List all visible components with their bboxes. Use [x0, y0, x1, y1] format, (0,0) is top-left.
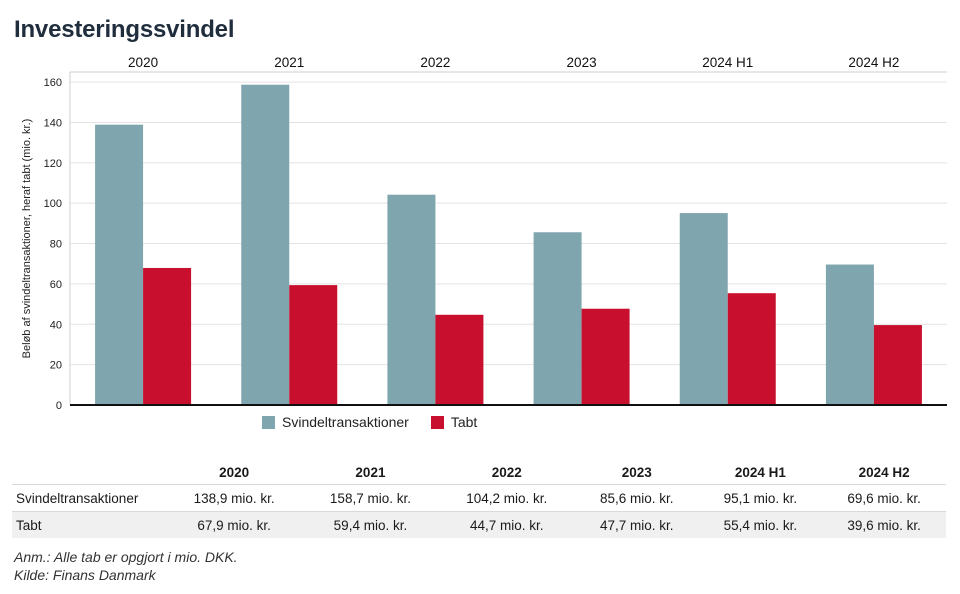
- bar-svindeltransaktioner-2022: [387, 194, 436, 405]
- y-tick-label: 80: [50, 239, 62, 251]
- legend-item-svindeltransaktioner: Svindeltransaktioner: [262, 414, 409, 430]
- note-kilde: Kilde: Finans Danmark: [14, 567, 156, 583]
- table-header-cell: 2021: [355, 464, 386, 480]
- y-tick-label: 100: [44, 198, 62, 210]
- table-cell: 39,6 mio. kr.: [822, 511, 946, 538]
- notes: Anm.: Alle tab er opgjort i mio. DKK. Ki…: [14, 548, 238, 584]
- note-anm: Anm.: Alle tab er opgjort i mio. DKK.: [14, 549, 238, 565]
- bar-svindeltransaktioner-2024-h1: [679, 213, 728, 405]
- table-header-cell: 2024 H1: [734, 464, 786, 480]
- category-label: 2021: [274, 55, 304, 70]
- category-label: 2023: [567, 55, 597, 70]
- table-cell: 138,9 mio. kr.: [166, 484, 303, 512]
- table-cell: 55,4 mio. kr.: [698, 511, 823, 538]
- table-row-label: Svindeltransaktioner: [12, 484, 166, 512]
- chart-title: Investeringssvindel: [14, 16, 235, 43]
- y-tick-label: 0: [56, 400, 62, 410]
- legend-item-tabt: Tabt: [430, 414, 478, 430]
- y-tick-label: 140: [44, 117, 62, 129]
- table-row: Tabt 67,9 mio. kr. 59,4 mio. kr. 44,7 mi…: [12, 511, 946, 538]
- table-cell: 69,6 mio. kr.: [822, 484, 946, 512]
- table-header-row: 2020 2021 2022 2023 2024 H1 2024 H2: [12, 460, 946, 485]
- bar-svindeltransaktioner-2021: [241, 84, 290, 406]
- y-tick-label: 20: [50, 360, 62, 372]
- y-tick-label: 160: [44, 77, 62, 89]
- category-label: 2022: [420, 55, 450, 70]
- table-row-label: Tabt: [12, 511, 166, 538]
- bar-tabt-2024-h2: [873, 325, 922, 405]
- table-header-cell: 2023: [621, 464, 652, 480]
- y-tick-label: 60: [50, 279, 62, 291]
- category-label: 2020: [128, 55, 158, 70]
- bar-svindeltransaktioner-2020: [95, 124, 144, 405]
- table-header-cell: 2024 H2: [858, 464, 910, 480]
- category-label: 2024 H1: [702, 55, 753, 70]
- table-cell: 158,7 mio. kr.: [302, 484, 439, 512]
- legend-swatch-svindeltransaktioner: [262, 415, 275, 429]
- legend-label-tabt: Tabt: [450, 414, 478, 430]
- table-header-cell: 2020: [219, 464, 250, 480]
- table-cell: 95,1 mio. kr.: [698, 484, 823, 512]
- bar-chart: 0 20 40 60 80 100 120 140 160 2020 2021 2022 2023 202…: [21, 55, 947, 410]
- table-header-empty: [12, 460, 166, 485]
- table-cell: 59,4 mio. kr.: [302, 511, 439, 538]
- table-cell: 44,7 mio. kr.: [438, 511, 575, 538]
- bar-tabt-2024-h1: [727, 293, 776, 405]
- bar-svindeltransaktioner-2023: [533, 232, 582, 405]
- y-tick-label: 40: [50, 319, 62, 331]
- category-label: 2024 H2: [848, 55, 899, 70]
- table-cell: 67,9 mio. kr.: [166, 511, 303, 538]
- bar-tabt-2023: [581, 308, 630, 405]
- data-table: 2020 2021 2022 2023 2024 H1 2024 H2 Svin…: [12, 460, 946, 538]
- legend-swatch-tabt: [430, 415, 444, 429]
- bar-tabt-2020: [143, 267, 192, 405]
- table-row: Svindeltransaktioner 138,9 mio. kr. 158,…: [12, 484, 946, 512]
- table-cell: 104,2 mio. kr.: [438, 484, 575, 512]
- y-axis-label: Beløb af svindeltransaktioner, heraf tab…: [21, 119, 33, 359]
- bar-tabt-2022: [435, 314, 484, 405]
- bar-svindeltransaktioner-2024-h2: [825, 264, 874, 405]
- legend: Svindeltransaktioner Tabt: [262, 414, 499, 430]
- bar-tabt-2021: [289, 285, 338, 405]
- y-tick-label: 120: [44, 158, 62, 170]
- table-cell: 47,7 mio. kr.: [574, 511, 699, 538]
- table-cell: 85,6 mio. kr.: [574, 484, 699, 512]
- table-header-cell: 2022: [491, 464, 522, 480]
- legend-label-svindeltransaktioner: Svindeltransaktioner: [282, 414, 409, 430]
